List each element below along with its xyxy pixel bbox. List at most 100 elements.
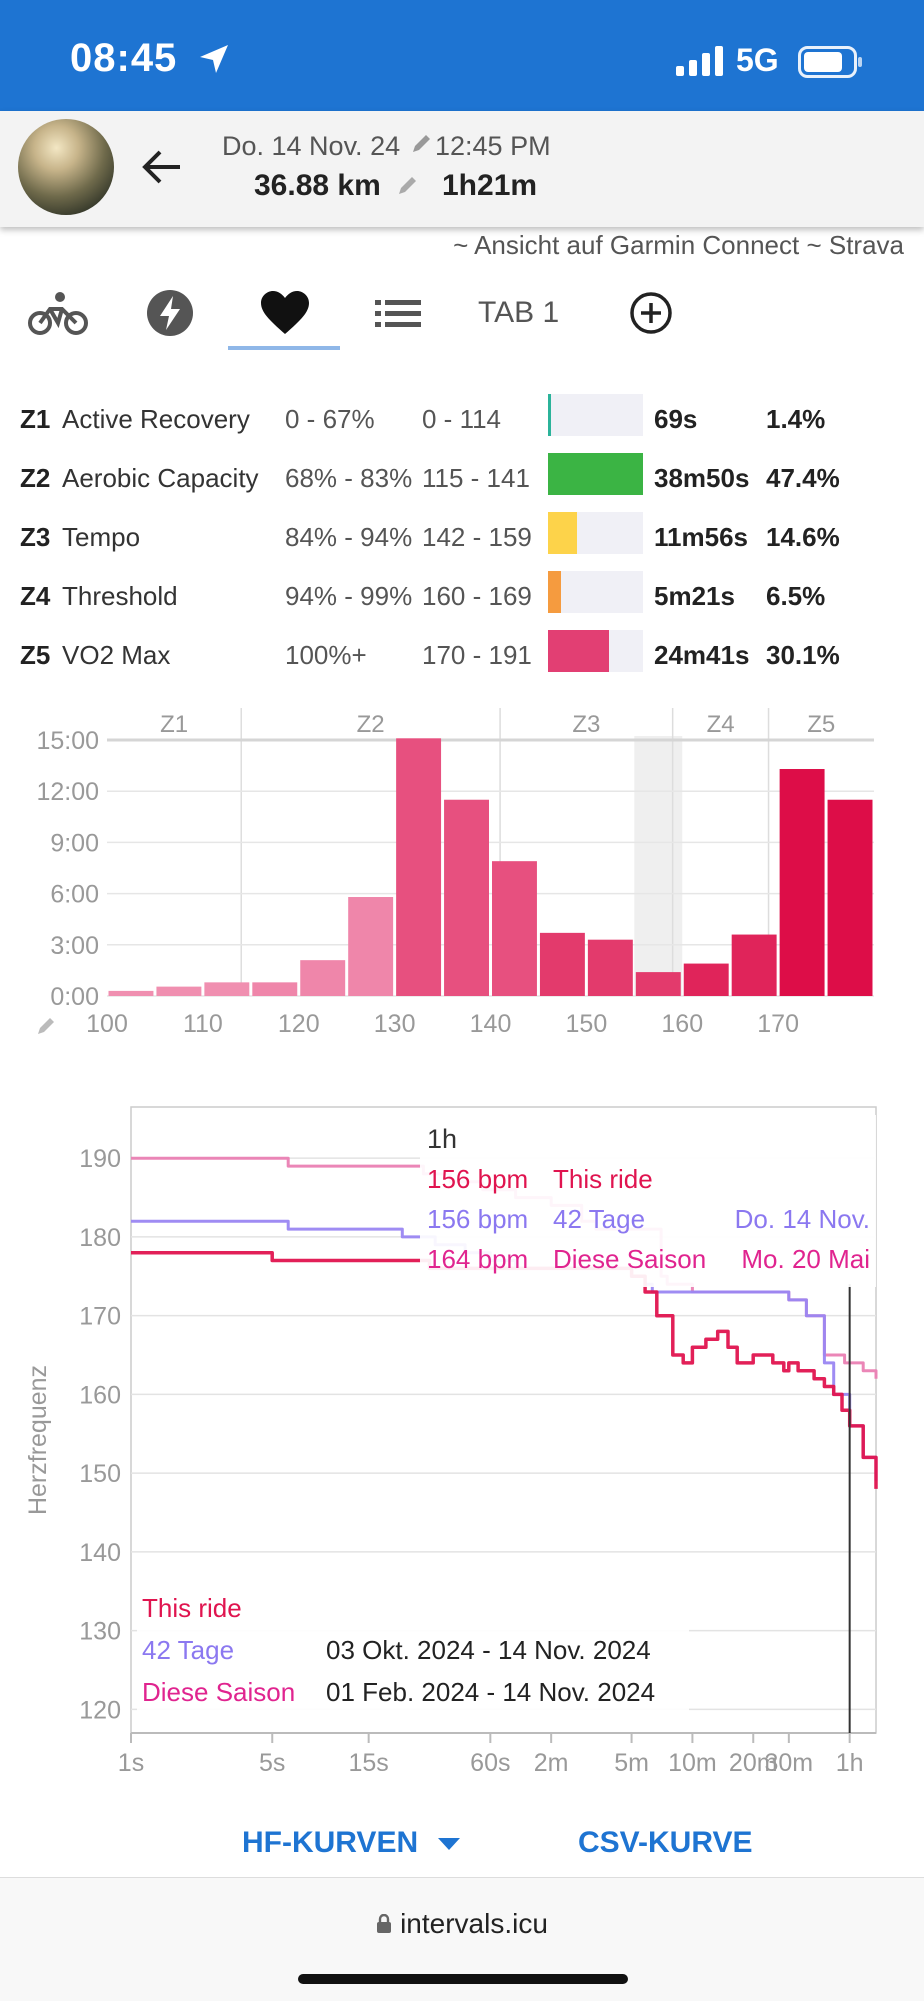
hr-curves-chart[interactable]: 190 180 170 160 150 140 130 120 1s 5s 15s 60s 2m 5m 10… — [0, 1095, 924, 1795]
histogram-bar — [539, 932, 585, 996]
zone-row: Z4 Threshold 94% - 99% 160 - 169 5m21s 6… — [0, 567, 924, 626]
activity-time: 12:45 PM — [435, 131, 551, 161]
dropdown-caret-icon — [438, 1838, 461, 1851]
zone-bar — [548, 512, 643, 554]
zone-bar — [548, 630, 643, 672]
y-tick-label: 140 — [79, 1539, 121, 1567]
histogram-bar — [300, 960, 346, 996]
zone-percent-range: 68% - 83% — [285, 463, 413, 493]
x-tick-label: 130 — [374, 1010, 416, 1038]
edit-pencil-icon[interactable] — [38, 1018, 54, 1034]
edit-distance-icon[interactable] — [396, 175, 418, 197]
tooltip-box — [420, 1115, 876, 1287]
zone-name: Active Recovery — [62, 404, 250, 434]
legend-date-range: 03 Okt. 2024 - 14 Nov. 2024 — [326, 1635, 651, 1665]
zone-bpm-range: 170 - 191 — [422, 640, 532, 670]
tooltip-bpm: 156 bpm — [427, 1164, 528, 1194]
browser-address-bar[interactable]: intervals.icu — [0, 1877, 924, 2001]
tab-bike[interactable] — [20, 278, 95, 348]
x-tick-label: 5s — [259, 1749, 285, 1777]
zone-time: 69s — [654, 404, 698, 434]
network-type: 5G — [736, 42, 779, 78]
tab-heart-rate[interactable] — [250, 278, 320, 348]
series-line-this-ride — [131, 1250, 878, 1489]
zone-label: Z5 — [807, 711, 835, 738]
zone-row: Z2 Aerobic Capacity 68% - 83% 115 - 141 … — [0, 449, 924, 508]
zone-bar — [548, 394, 643, 436]
x-tick-label: 5m — [614, 1749, 649, 1777]
zone-percent-range: 94% - 99% — [285, 581, 413, 611]
zone-percent-range: 100%+ — [285, 640, 367, 670]
zone-bar — [548, 453, 643, 495]
url-display[interactable]: intervals.icu — [0, 1908, 924, 1940]
zone-percent-range: 84% - 94% — [285, 522, 413, 552]
activity-duration: 1h21m — [442, 169, 538, 202]
zone-bpm-range: 142 - 159 — [422, 522, 532, 552]
tooltip-date: Mo. 20 Mai — [741, 1244, 870, 1274]
tooltip-series-name: Diese Saison — [553, 1244, 706, 1274]
heart-icon — [261, 291, 309, 334]
y-tick-label: 180 — [79, 1224, 121, 1252]
hf-curves-dropdown[interactable]: HF-KURVEN — [242, 1826, 462, 1860]
zone-name: VO2 Max — [62, 640, 171, 670]
zone-share: 30.1% — [766, 640, 840, 670]
y-tick-label: 120 — [79, 1696, 121, 1724]
histogram-bar — [108, 990, 154, 996]
zone-time: 38m50s — [654, 463, 750, 493]
zone-row: Z5 VO2 Max 100%+ 170 - 191 24m41s 30.1% — [0, 626, 924, 685]
avatar[interactable] — [18, 119, 114, 215]
zone-share: 47.4% — [766, 463, 840, 493]
zone-label: Z4 — [707, 711, 735, 738]
zone-time: 5m21s — [654, 581, 735, 611]
x-tick-label: 1h — [836, 1749, 864, 1777]
external-links[interactable]: ~ Ansicht auf Garmin Connect ~ Strava — [453, 230, 904, 260]
edit-pencil-icon[interactable] — [410, 133, 432, 155]
add-circle-icon — [630, 292, 672, 334]
y-tick-label: 130 — [79, 1618, 121, 1646]
back-arrow-icon[interactable] — [140, 145, 184, 189]
signal-icon — [676, 46, 723, 76]
x-tick-label: 170 — [757, 1010, 799, 1038]
x-tick-label: 140 — [470, 1010, 512, 1038]
zone-bar-fill — [548, 512, 578, 554]
histogram-bar — [204, 982, 250, 996]
list-icon — [375, 300, 421, 327]
y-tick-label: 0:00 — [50, 983, 99, 1011]
highlight-band — [634, 736, 683, 996]
battery-icon — [798, 46, 862, 78]
histogram-bar — [827, 799, 873, 996]
tab-list[interactable] — [370, 278, 426, 348]
zone-row: Z3 Tempo 84% - 94% 142 - 159 11m56s 14.6… — [0, 508, 924, 567]
home-indicator — [298, 1974, 628, 1984]
y-tick-label: 160 — [79, 1381, 121, 1409]
histogram-bar — [635, 972, 681, 996]
csv-curve-button[interactable]: CSV-KURVE — [578, 1826, 753, 1859]
zone-id: Z2 — [20, 463, 51, 493]
x-tick-label: 1s — [118, 1749, 144, 1777]
tooltip-series-name: This ride — [553, 1164, 653, 1194]
x-tick-label: 120 — [278, 1010, 320, 1038]
zone-share: 1.4% — [766, 404, 826, 434]
hf-curves-label: HF-KURVEN — [242, 1826, 419, 1859]
y-tick-label: 150 — [79, 1460, 121, 1488]
legend-date-range: 01 Feb. 2024 - 14 Nov. 2024 — [326, 1677, 655, 1707]
x-tick-label: 160 — [661, 1010, 703, 1038]
tab-power[interactable] — [140, 278, 200, 348]
zone-id: Z3 — [20, 522, 51, 552]
zone-name: Threshold — [62, 581, 178, 611]
zone-bar-fill — [548, 571, 562, 613]
tab-1[interactable]: TAB 1 — [478, 278, 559, 348]
histogram-bar — [348, 897, 394, 996]
status-time: 08:45 — [70, 36, 178, 80]
zone-label: Z2 — [357, 711, 385, 738]
zone-id: Z5 — [20, 640, 51, 670]
x-tick-label: 15s — [349, 1749, 389, 1777]
url-text: intervals.icu — [400, 1908, 548, 1939]
x-tick-label: 110 — [183, 1010, 223, 1038]
histogram-bar — [156, 986, 202, 996]
tooltip-bpm: 156 bpm — [427, 1204, 528, 1234]
zone-name: Aerobic Capacity — [62, 463, 259, 493]
tab-add[interactable] — [624, 278, 678, 348]
y-tick-label: 170 — [79, 1303, 121, 1331]
